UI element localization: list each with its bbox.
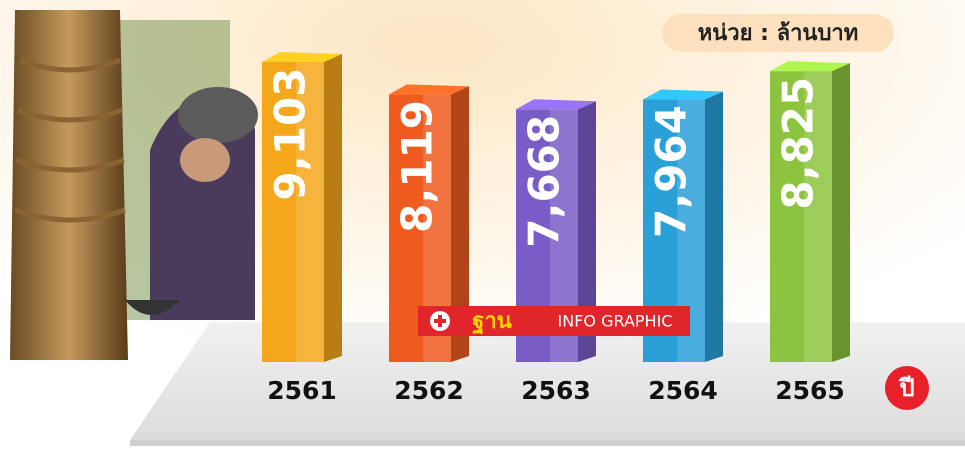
photo [10, 10, 258, 360]
unit-pill [662, 14, 894, 52]
x-label-badge [885, 366, 929, 410]
bar [262, 62, 324, 362]
x-tick-label: 2561 [267, 376, 337, 405]
bar-shine [804, 71, 832, 363]
bar-side [832, 63, 850, 363]
bar-group: 8,825 [770, 61, 850, 363]
value-label: 9,103 [266, 68, 315, 201]
x-tick-label: 2562 [394, 376, 464, 405]
bar-top [770, 61, 850, 72]
unit-label: หน่วย : ล้านบาท [698, 21, 859, 46]
bar-top [516, 99, 596, 110]
value-label: 8,825 [774, 77, 823, 210]
bar-top [643, 89, 723, 100]
x-label: ปี [898, 374, 914, 402]
value-label: 8,119 [393, 100, 442, 233]
bar-side [324, 54, 342, 362]
logo: ฐาน INFO GRAPHIC [418, 306, 690, 336]
bar-shine [296, 62, 324, 362]
x-tick-label: 2565 [775, 376, 845, 405]
bar [770, 71, 832, 363]
logo-text: INFO GRAPHIC [558, 312, 673, 331]
bar-group: 9,103 [262, 52, 342, 362]
x-tick-label: 2564 [648, 376, 718, 405]
bar-side [578, 101, 596, 362]
x-tick-label: 2563 [521, 376, 591, 405]
value-label: 7,668 [520, 115, 569, 248]
value-label: 7,964 [647, 105, 696, 238]
bar-side [451, 86, 469, 363]
logo-brand: ฐาน [472, 309, 512, 335]
bar-side [705, 91, 723, 362]
bar-top [262, 52, 342, 62]
bar-top [389, 84, 469, 95]
floor-edge [130, 440, 965, 446]
